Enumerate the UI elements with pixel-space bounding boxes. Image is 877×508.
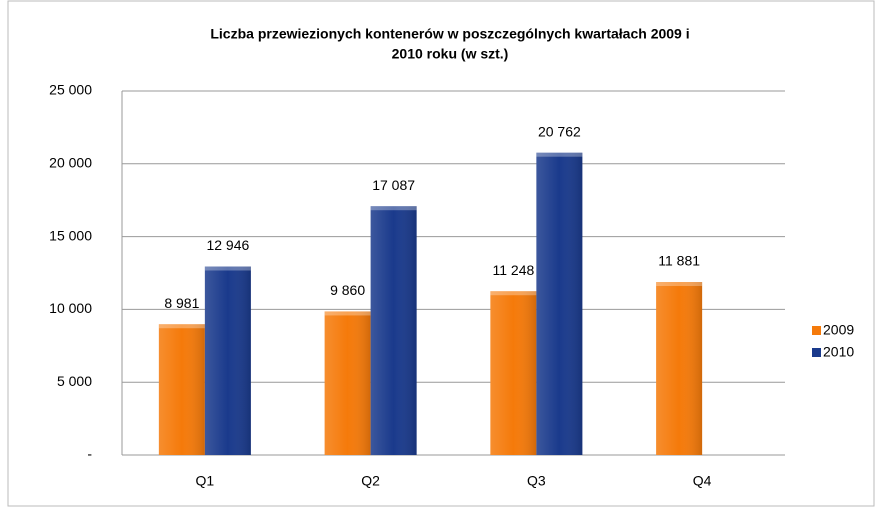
legend-label: 2009	[823, 322, 854, 338]
x-tick-label: Q3	[527, 473, 546, 489]
value-label: 9 860	[330, 282, 365, 298]
bar-cap	[490, 291, 537, 296]
value-label: 20 762	[538, 123, 581, 139]
chart-title: Liczba przewiezionych kontenerów w poszc…	[210, 26, 689, 42]
bar-cap	[370, 206, 417, 211]
bar-cap	[656, 282, 703, 287]
bar-cap	[204, 266, 251, 271]
legend-swatch	[812, 326, 821, 335]
bar-cap	[158, 324, 205, 329]
chart-title: 2010 roku (w szt.)	[392, 46, 509, 62]
bar-shine	[490, 291, 537, 455]
y-tick-label: 15 000	[49, 227, 92, 243]
y-tick-label: 20 000	[49, 155, 92, 171]
x-tick-label: Q4	[693, 473, 712, 489]
y-tick-label: 5 000	[57, 373, 92, 389]
bar-shine	[656, 282, 703, 455]
bar-shine	[158, 324, 205, 455]
x-tick-label: Q2	[361, 473, 380, 489]
value-label: 12 946	[206, 237, 249, 253]
value-label: 11 881	[658, 253, 700, 269]
value-label: 11 248	[492, 262, 534, 278]
legend-swatch	[812, 348, 821, 357]
y-tick-label: -	[87, 446, 92, 462]
bar-shine	[536, 152, 583, 456]
chart-frame	[7, 0, 875, 507]
y-tick-label: 10 000	[49, 300, 92, 316]
value-label: 8 981	[164, 295, 199, 311]
x-tick-label: Q1	[196, 473, 215, 489]
value-label: 17 087	[372, 177, 415, 193]
bar-shine	[204, 266, 251, 455]
bar-cap	[536, 152, 583, 157]
y-tick-label: 25 000	[49, 82, 92, 98]
bar-cap	[324, 311, 371, 316]
legend-label: 2010	[823, 344, 854, 360]
bar-shine	[370, 206, 417, 455]
bar-shine	[324, 311, 371, 455]
